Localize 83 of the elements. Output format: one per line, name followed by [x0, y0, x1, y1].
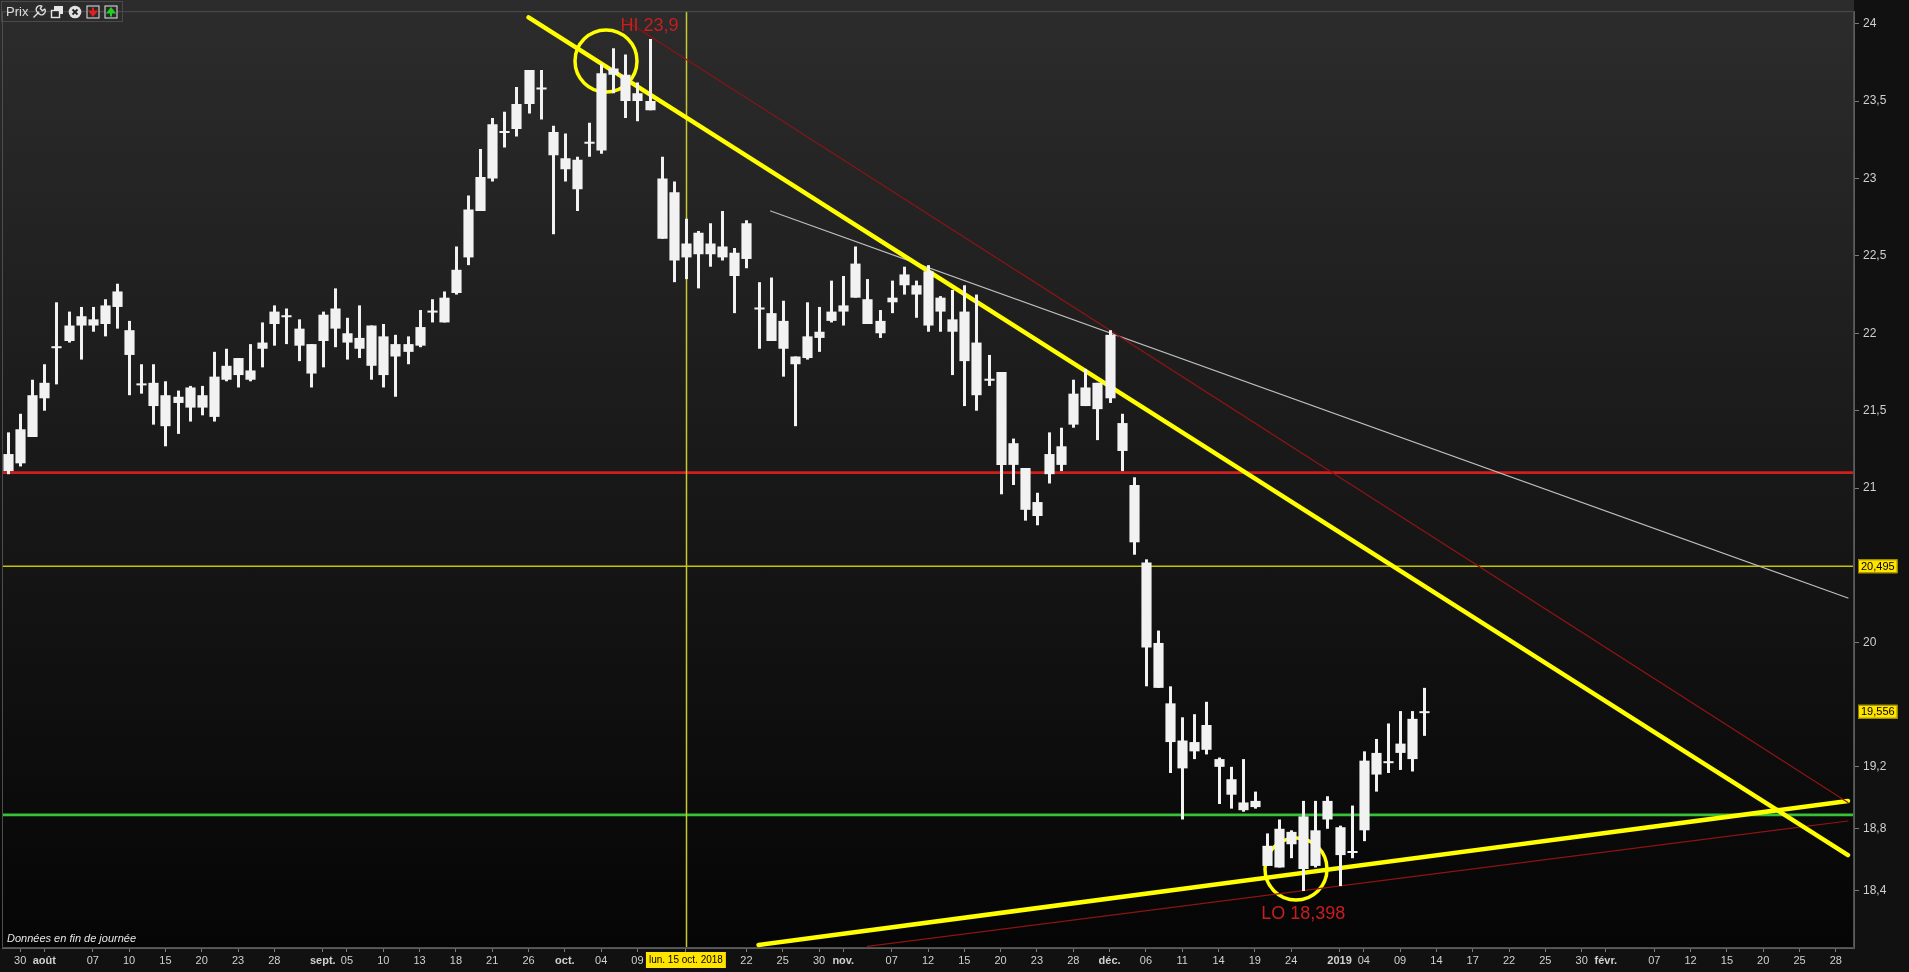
- x-tick-label: 30: [1575, 953, 1588, 966]
- y-tick-label: 23,5: [1863, 93, 1887, 108]
- candlestick: [548, 124, 559, 236]
- y-tick-label: 18,4: [1863, 883, 1887, 898]
- x-tick-label: 15: [159, 953, 172, 966]
- candlestick: [51, 302, 62, 385]
- y-tick-label: 24: [1863, 15, 1877, 30]
- x-tick-label: nov.: [832, 953, 855, 966]
- x-tick-label: 19: [1248, 953, 1261, 966]
- x-tick-label: 23: [231, 953, 245, 966]
- x-tick-label: 22: [1502, 953, 1516, 966]
- x-tick-label: 25: [1793, 953, 1806, 966]
- x-tick-label: 12: [921, 953, 935, 966]
- y-tick-label: 20: [1863, 635, 1877, 650]
- x-tick-label: août: [32, 953, 57, 966]
- x-tick-label: 07: [885, 953, 898, 966]
- x-tick-label: 09: [631, 953, 644, 966]
- candlestick: [754, 282, 765, 349]
- x-tick-label: 11: [1176, 953, 1188, 966]
- y-tick-label: 22,5: [1863, 248, 1887, 263]
- candlestick: [1322, 796, 1333, 829]
- x-tick-label: 04: [1357, 953, 1370, 966]
- y-tick-label: 19,2: [1863, 759, 1887, 774]
- x-tick-label: 26: [522, 953, 535, 966]
- x-tick-label: 28: [268, 953, 281, 966]
- x-tick-label: 20: [1757, 953, 1770, 966]
- x-tick-label: 30: [14, 953, 27, 966]
- x-tick-label: 17: [1466, 953, 1479, 966]
- x-tick-label: 28: [1067, 953, 1080, 966]
- candlestick: [838, 275, 849, 326]
- ref-line-label: 20,495: [1861, 559, 1895, 572]
- x-tick-label: 05: [340, 953, 354, 966]
- x-tick-label: lun. 15 oct. 2018: [648, 953, 724, 965]
- x-tick-label: 18: [449, 953, 463, 966]
- annotation: Données en fin de journée: [7, 932, 137, 944]
- candlestick: [1419, 686, 1430, 736]
- candlestick: [64, 311, 75, 343]
- annotation: HI 23,9: [620, 15, 679, 36]
- x-tick-label: févr.: [1594, 953, 1618, 966]
- y-tick-label: 18,8: [1863, 821, 1887, 836]
- x-tick-label: 04: [595, 953, 608, 966]
- x-tick-label: 07: [86, 953, 99, 966]
- x-tick-label: 07: [1648, 953, 1661, 966]
- x-tick-label: oct.: [555, 953, 575, 966]
- x-tick-label: 14: [1212, 953, 1225, 966]
- x-tick-label: 25: [1539, 953, 1552, 966]
- x-tick-label: sept.: [309, 953, 336, 966]
- x-tick-label: 10: [377, 953, 390, 966]
- x-tick-label: 10: [122, 953, 136, 966]
- x-tick-label: 15: [1720, 953, 1734, 966]
- candlestick: [257, 322, 268, 368]
- x-tick-label: 20: [994, 953, 1007, 966]
- y-tick-label: 21: [1863, 480, 1877, 495]
- x-tick-label: 06: [1139, 953, 1153, 966]
- candlestick: [645, 39, 656, 111]
- candlestick: [451, 246, 462, 295]
- x-tick-label: 28: [1829, 953, 1842, 966]
- x-tick-label: 22: [740, 953, 753, 966]
- x-tick-label: 25: [776, 953, 789, 966]
- x-tick-label: 15: [958, 953, 971, 966]
- x-tick-label: 23: [1030, 953, 1044, 966]
- candlestick: [826, 280, 837, 323]
- x-tick-label: 20: [195, 953, 208, 966]
- text: 19,556: [1861, 705, 1895, 718]
- x-tick-label: 12: [1684, 953, 1697, 966]
- x-tick-label: 30: [812, 953, 826, 966]
- candlestick: [1214, 757, 1225, 804]
- candlestick: [899, 266, 910, 295]
- chart-title: Prix: [6, 4, 29, 19]
- x-tick-label: déc.: [1098, 953, 1121, 966]
- x-tick-label: 09: [1393, 953, 1407, 966]
- x-tick-label: 13: [413, 953, 426, 966]
- x-tick-label: 2019: [1327, 953, 1352, 966]
- candlestick: [1226, 765, 1237, 809]
- x-tick-label: 21: [486, 953, 499, 966]
- y-tick-label: 23: [1863, 170, 1877, 185]
- candlestick: [875, 310, 886, 338]
- y-tick-label: 21,5: [1863, 403, 1887, 418]
- candlestick: [887, 280, 898, 315]
- x-tick-label: 24: [1285, 953, 1298, 966]
- annotation: LO 18,398: [1261, 902, 1346, 923]
- x-tick-label: 14: [1430, 953, 1443, 966]
- y-tick-label: 22: [1863, 325, 1877, 340]
